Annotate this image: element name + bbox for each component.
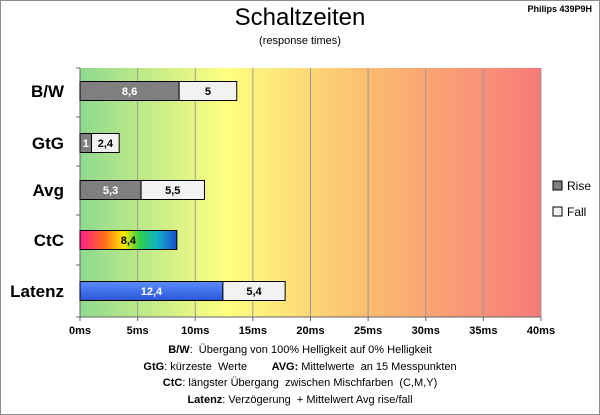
monitor-model: Philips 439P9H [527, 4, 592, 14]
data-label-rise: 8,4 [121, 235, 137, 247]
x-tick-label: 20ms [296, 325, 324, 337]
chart-notes: B/W: Übergang von 100% Helligkeit auf 0%… [0, 342, 600, 408]
category-label: GtG [32, 134, 64, 153]
bar-fall [140, 180, 205, 200]
data-label-rise: 5,3 [103, 185, 118, 197]
x-tick-label: 30ms [412, 325, 440, 337]
x-tick-label: 15ms [239, 325, 267, 337]
data-label-fall: 5,4 [246, 286, 262, 298]
bar-fall [222, 281, 286, 301]
note-latenz: Latenz: Verzögerung + Mittelwert Avg ris… [187, 393, 413, 406]
legend-swatch [552, 206, 563, 217]
data-label-fall: 5,5 [165, 185, 180, 197]
bar-fall [178, 81, 238, 101]
x-tick-label: 10ms [181, 325, 209, 337]
category-label: CtC [34, 231, 64, 250]
legend-label: Fall [567, 205, 586, 219]
note-bw: B/W: Übergang von 100% Helligkeit auf 0%… [168, 344, 432, 356]
data-label-rise: 12,4 [141, 286, 163, 298]
x-tick-label: 0ms [69, 325, 91, 337]
x-tick-label: 40ms [527, 325, 555, 337]
legend-swatch [552, 180, 563, 191]
category-label: B/W [31, 82, 65, 101]
bar-fall [91, 133, 120, 153]
category-label: Latenz [10, 282, 64, 301]
data-label-fall: 5 [205, 86, 211, 98]
data-label-rise: 1 [83, 138, 89, 150]
category-label: Avg [33, 181, 65, 200]
chart-title: Schaltzeiten [234, 4, 366, 31]
x-tick-label: 35ms [469, 325, 497, 337]
data-label-rise: 8,6 [122, 86, 137, 98]
x-tick-label: 25ms [354, 325, 382, 337]
x-tick-label: 5ms [127, 325, 149, 337]
chart-subtitle: (response times) [259, 35, 341, 47]
note-gtg-avg: GtG: kürzeste Werte AVG: Mittelwerte an … [143, 360, 457, 373]
bar-rise [79, 230, 178, 250]
legend-label: Rise [567, 179, 591, 193]
note-ctc: CtC: längster Übergang zwischen Mischfar… [162, 377, 438, 389]
data-label-fall: 2,4 [98, 138, 114, 150]
